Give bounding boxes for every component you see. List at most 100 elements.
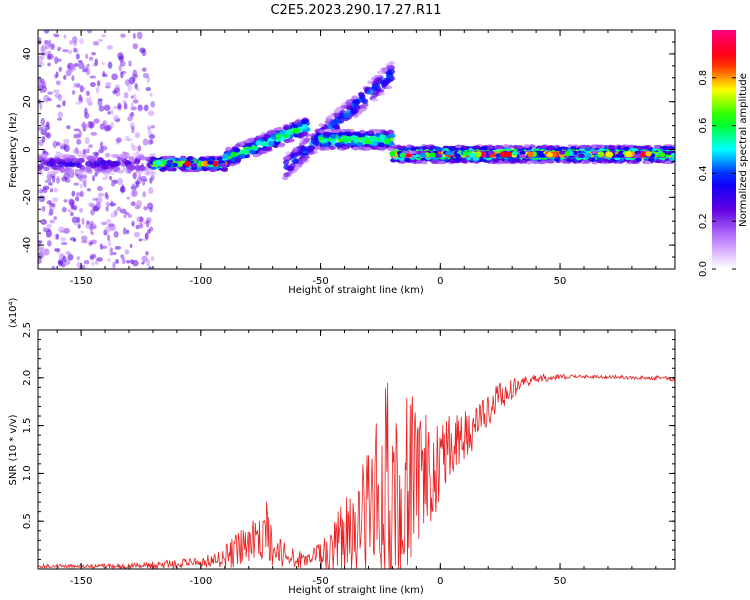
spectrogram-noise-cell	[42, 226, 47, 233]
spectrogram-noise-cell	[38, 127, 44, 131]
spectrogram-cell	[275, 133, 282, 140]
spectrogram-noise-cell	[55, 71, 59, 78]
spectrogram-noise-cell	[112, 106, 119, 110]
spectrogram-noise-cell	[86, 148, 90, 154]
spectrogram-cell	[292, 158, 299, 165]
spectrogram-cell	[221, 167, 228, 172]
spectrogram-cell	[291, 153, 298, 159]
spectrogram-cell	[492, 158, 500, 163]
spectrogram-noise-cell	[89, 253, 97, 259]
spectrogram-noise-cell	[73, 222, 81, 226]
spectrogram-cell	[239, 153, 246, 159]
spectrogram-cell	[367, 130, 375, 135]
spectrogram-noise-cell	[112, 114, 119, 121]
colorbar-tick-label: 0.6	[698, 118, 709, 134]
spectrogram-noise-cell	[38, 189, 42, 194]
spectrogram-noise-cell	[97, 99, 103, 107]
spectrogram-noise-cell	[39, 88, 43, 94]
spectrogram-cell	[41, 153, 48, 158]
spectrogram-cell	[222, 153, 229, 159]
spectrogram-noise-cell	[79, 175, 83, 182]
spectrogram-noise-cell	[132, 33, 136, 39]
spectrogram-cell	[92, 155, 99, 160]
spectrogram-noise-cell	[38, 55, 45, 60]
spectrogram-cell	[103, 164, 110, 170]
spectrogram-cell	[585, 153, 592, 158]
spectrogram-noise-cell	[105, 201, 110, 208]
spectrogram-noise-cell	[57, 259, 64, 267]
spectrogram-noise-cell	[147, 131, 153, 135]
spectrogram-noise-cell	[147, 125, 152, 132]
spectrogram-noise-cell	[44, 124, 51, 131]
spectrogram-noise-cell	[53, 216, 57, 221]
spectrogram-cell	[376, 70, 384, 75]
spectrogram-noise-cell	[73, 182, 80, 186]
spectrogram-cell	[386, 147, 394, 152]
spectrogram-cell	[282, 159, 290, 165]
spectrogram-noise-cell	[148, 133, 156, 140]
spectrogram-cell	[647, 157, 655, 162]
spectrogram-cell	[298, 132, 305, 138]
spectrogram-cell	[307, 147, 314, 153]
spectrogram-cell	[540, 145, 548, 149]
snr-y-tick-label: 1.5	[22, 418, 33, 434]
spectrogram-noise-cell	[113, 179, 118, 184]
spectrogram-cell	[361, 98, 369, 104]
snr-x-tick-label: -150	[70, 576, 93, 587]
spectrogram-noise-cell	[130, 185, 137, 190]
spectrogram-noise-cell	[123, 102, 128, 110]
spectrogram-noise-cell	[40, 117, 46, 126]
spectrogram-cell	[381, 67, 388, 72]
spectrogram-cell	[286, 166, 293, 172]
spectrogram-noise-cell	[148, 266, 152, 269]
spectrogram-cell	[625, 151, 632, 158]
snr-x-tick-label: 0	[437, 576, 443, 587]
spectrogram-cell	[113, 153, 120, 158]
spectrogram-cell	[329, 145, 336, 150]
spectrogram-cell	[454, 153, 461, 158]
spectrogram-cell	[259, 150, 267, 155]
spectrogram-noise-cell	[50, 202, 56, 208]
spectrogram-cell	[328, 114, 335, 119]
spectrogram-cell	[261, 141, 268, 148]
spectrogram-noise-cell	[100, 145, 108, 151]
spectrogram-cell	[252, 153, 260, 158]
spectrogram-noise-cell	[84, 136, 90, 145]
spectrogram-noise-cell	[63, 138, 70, 145]
spectrogram-noise-cell	[96, 257, 103, 262]
spectrogram-noise-cell	[57, 117, 62, 121]
spectrogram-cell	[85, 160, 92, 167]
spectrogram-cell	[148, 170, 155, 175]
spectrogram-noise-cell	[44, 179, 52, 184]
spectrogram-noise-cell	[86, 220, 90, 225]
spectrogram-cell	[57, 152, 64, 157]
spectrogram-noise-cell	[106, 44, 113, 50]
spectrogram-noise-cell	[52, 33, 59, 37]
spectrogram-noise-cell	[150, 124, 155, 129]
spectrogram-noise-cell	[49, 188, 54, 193]
spectrogram-cell	[514, 157, 521, 163]
spectrogram-noise-cell	[82, 148, 87, 156]
spectrogram-cell	[321, 138, 328, 145]
spectrogram-cell	[345, 101, 353, 106]
spectrogram-noise-cell	[54, 56, 59, 64]
spectrogram-noise-cell	[62, 49, 69, 53]
spectrogram-noise-cell	[95, 86, 100, 94]
spectrogram-noise-cell	[56, 176, 60, 184]
spectrogram-noise-cell	[138, 238, 143, 242]
spectrogram-cell	[324, 131, 331, 137]
spectrogram-noise-cell	[112, 90, 117, 95]
spectrogram-cell	[555, 147, 563, 152]
spectrogram-cell	[282, 125, 290, 131]
spectrogram-noise-cell	[71, 216, 79, 224]
spectrogram-cell	[81, 171, 89, 176]
spectrogram-cell	[378, 142, 385, 148]
spectrogram-cell	[471, 145, 479, 150]
spectrogram-noise-cell	[78, 207, 83, 213]
spectrogram-noise-cell	[48, 53, 54, 60]
spectrogram-noise-cell	[107, 61, 113, 69]
spectrogram-noise-cell	[108, 176, 113, 180]
spectrogram-noise-cell	[107, 239, 112, 247]
spectrogram-cell	[251, 145, 259, 152]
spectrogram-cell	[487, 150, 495, 155]
